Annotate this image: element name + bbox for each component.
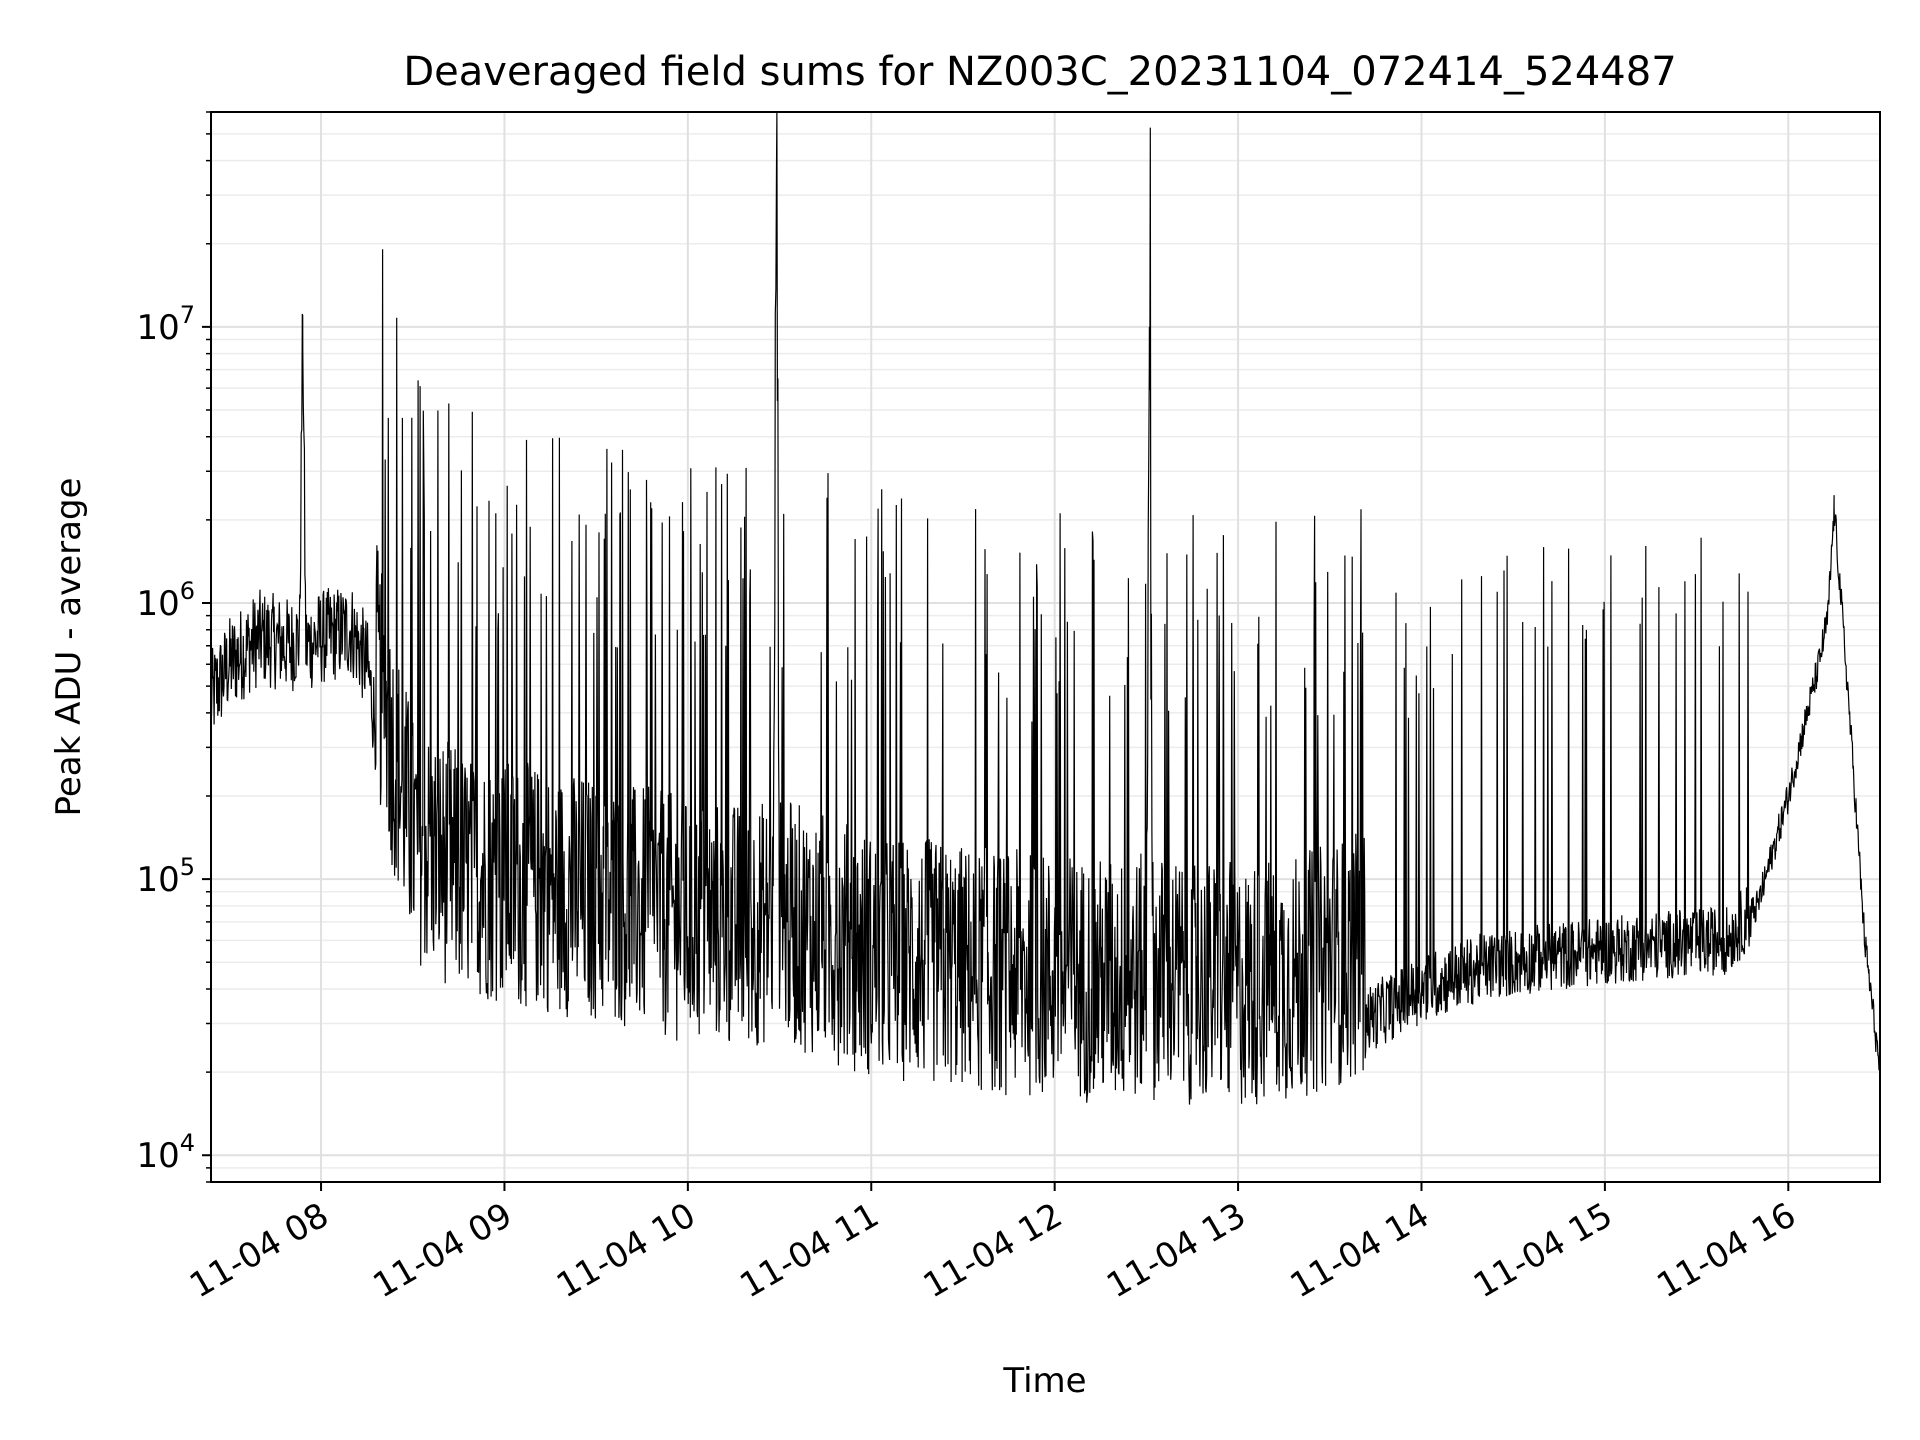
y-tick-label: 104 xyxy=(136,1129,195,1176)
series-line xyxy=(210,111,1881,1105)
series-layer xyxy=(210,111,1881,1105)
y-axis: 104 105 106 107 xyxy=(136,111,211,1183)
y-tick-label: 105 xyxy=(136,853,195,900)
chart-title: Deaveraged field sums for NZ003C_2023110… xyxy=(403,49,1676,95)
y-axis-label: Peak ADU - average xyxy=(49,478,89,817)
y-tick-label: 106 xyxy=(136,577,195,624)
x-axis-label: Time xyxy=(1002,1361,1086,1401)
plot-frame xyxy=(210,111,1881,1183)
y-tick-label: 107 xyxy=(136,301,195,348)
